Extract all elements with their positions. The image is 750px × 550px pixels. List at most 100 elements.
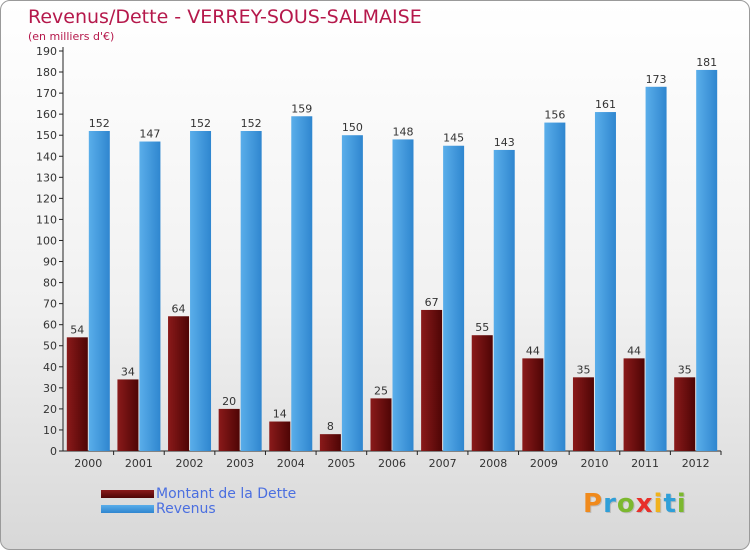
bar-dette [66, 337, 88, 451]
data-label: 55 [475, 321, 489, 334]
bar-dette [522, 358, 544, 451]
x-tick-label: 2002 [176, 457, 204, 470]
bar-dette [218, 408, 240, 451]
data-label: 44 [526, 344, 540, 357]
y-tick-label: 90 [43, 256, 57, 269]
data-label: 181 [696, 56, 717, 69]
y-tick-label: 40 [43, 361, 57, 374]
bar-dette [471, 335, 493, 451]
data-label: 35 [576, 363, 590, 376]
legend-swatch-dette [101, 490, 154, 498]
data-label: 173 [646, 73, 667, 86]
y-tick-label: 80 [43, 277, 57, 290]
x-tick-label: 2012 [682, 457, 710, 470]
data-label: 67 [425, 296, 439, 309]
logo-letter: t [663, 489, 677, 519]
x-tick-label: 2003 [226, 457, 254, 470]
logo-letter: P [583, 489, 604, 519]
data-label: 44 [627, 344, 641, 357]
y-tick-label: 10 [43, 424, 57, 437]
bar-revenus [240, 131, 262, 451]
y-tick-label: 130 [36, 171, 57, 184]
bar-revenus [544, 122, 566, 451]
y-tick-label: 120 [36, 192, 57, 205]
bar-dette [623, 358, 645, 451]
y-tick-label: 150 [36, 129, 57, 142]
bar-revenus [443, 145, 465, 451]
bar-revenus [190, 131, 212, 451]
data-label: 34 [121, 365, 135, 378]
logo-letter: x [635, 489, 654, 519]
data-label: 152 [89, 117, 110, 130]
data-label: 54 [70, 323, 84, 336]
data-label: 152 [190, 117, 211, 130]
data-label: 148 [393, 125, 414, 138]
data-label: 152 [241, 117, 262, 130]
x-tick-label: 2004 [277, 457, 305, 470]
y-tick-label: 180 [36, 66, 57, 79]
bar-dette [421, 309, 443, 451]
x-tick-label: 2008 [479, 457, 507, 470]
bar-revenus [645, 86, 667, 451]
bar-revenus [341, 135, 363, 452]
bar-revenus [493, 149, 515, 451]
y-tick-label: 20 [43, 403, 57, 416]
y-tick-label: 100 [36, 234, 57, 247]
bar-revenus [696, 69, 718, 452]
x-tick-label: 2009 [530, 457, 558, 470]
bar-revenus [88, 131, 110, 451]
x-tick-label: 2000 [74, 457, 102, 470]
x-tick-label: 2011 [631, 457, 659, 470]
proxiti-logo: Proxiti [583, 489, 687, 519]
data-label: 64 [172, 302, 186, 315]
legend-label-dette: Montant de la Dette [156, 486, 297, 502]
x-tick-label: 2006 [378, 457, 406, 470]
bar-dette [168, 316, 190, 451]
y-tick-label: 170 [36, 87, 57, 100]
y-tick-label: 70 [43, 298, 57, 311]
legend-label-revenus: Revenus [156, 501, 216, 517]
data-label: 8 [327, 420, 334, 433]
data-label: 20 [222, 395, 236, 408]
x-tick-label: 2010 [580, 457, 608, 470]
data-label: 143 [494, 136, 515, 149]
bar-revenus [291, 116, 313, 452]
x-tick-label: 2007 [429, 457, 457, 470]
logo-letter: o [616, 489, 636, 519]
data-label: 14 [273, 408, 287, 421]
data-label: 156 [544, 109, 565, 122]
bar-revenus [392, 139, 414, 451]
bar-dette [370, 398, 392, 451]
legend-swatch-revenus [101, 505, 154, 513]
y-tick-label: 60 [43, 319, 57, 332]
data-label: 161 [595, 98, 616, 111]
data-label: 147 [139, 128, 160, 141]
logo-letter: r [603, 489, 617, 519]
x-tick-label: 2001 [125, 457, 153, 470]
y-tick-label: 110 [36, 213, 57, 226]
y-tick-label: 140 [36, 150, 57, 163]
chart-title: Revenus/Dette - VERREY-SOUS-SALMAISE [28, 6, 422, 28]
data-label: 150 [342, 121, 363, 134]
bar-dette [319, 434, 341, 451]
bar-dette [572, 377, 594, 451]
data-label: 159 [291, 102, 312, 115]
chart-subtitle: (en milliers d'€) [28, 30, 115, 43]
y-tick-label: 50 [43, 340, 57, 353]
y-tick-label: 30 [43, 382, 57, 395]
bar-dette [674, 377, 696, 451]
bar-dette [117, 379, 139, 451]
y-tick-label: 0 [50, 445, 57, 458]
logo-letter: i [653, 489, 664, 519]
y-tick-label: 160 [36, 108, 57, 121]
logo-letter: i [676, 489, 687, 519]
data-label: 25 [374, 384, 388, 397]
x-tick-label: 2005 [327, 457, 355, 470]
data-label: 35 [678, 363, 692, 376]
y-tick-label: 190 [36, 45, 57, 58]
data-label: 145 [443, 132, 464, 145]
bar-revenus [594, 112, 616, 451]
bar-dette [269, 421, 291, 451]
